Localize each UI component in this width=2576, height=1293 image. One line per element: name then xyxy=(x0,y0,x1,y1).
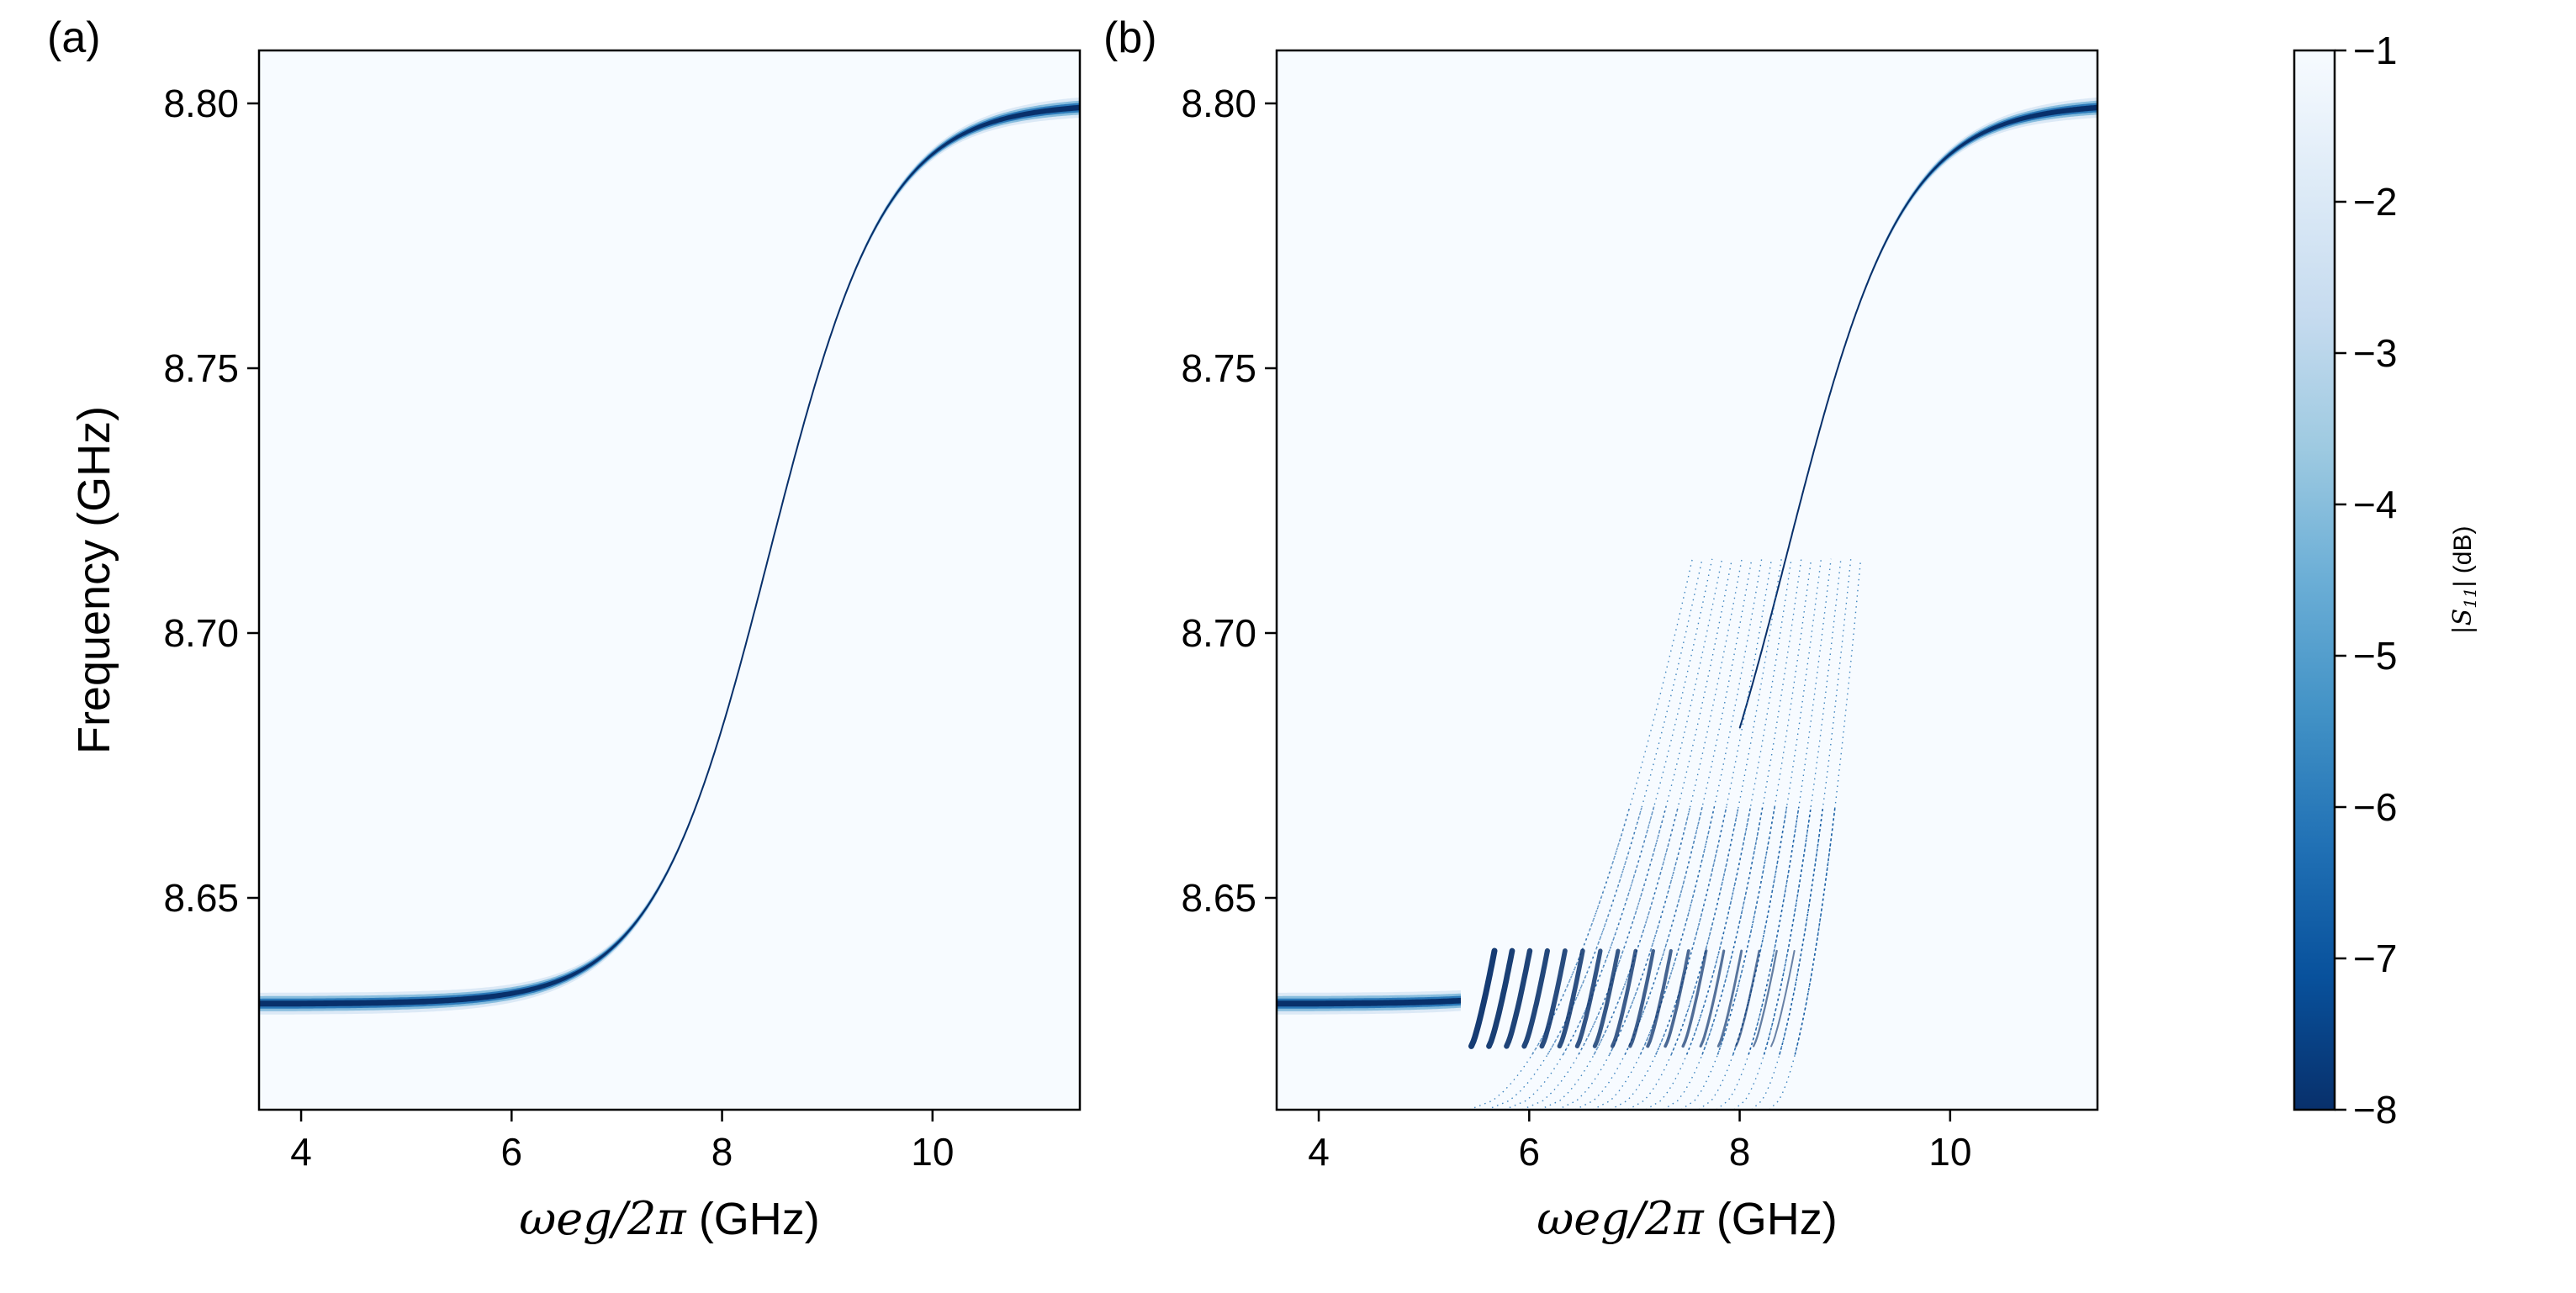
panel-b-fringe-mid-16 xyxy=(1779,806,1824,1055)
panel-b-fringe-lobe-0 xyxy=(1468,947,1498,1049)
panel-a-x-ticks: 4 6 8 10 xyxy=(290,1110,954,1174)
panel-b-fringe-lobe-6 xyxy=(1574,948,1603,1049)
colorbar-tick-label-4: −5 xyxy=(2353,634,2397,678)
panel-b-fringe-lobe-5 xyxy=(1557,948,1585,1049)
panel-b-fringe-mid-4 xyxy=(1593,806,1679,1055)
panel-b-fringe-mid-15 xyxy=(1763,806,1812,1055)
panel-b-fringe-lobe-17 xyxy=(1770,950,1796,1048)
panel-a-x-axis-label: ωeg/2π (GHz) xyxy=(519,1192,820,1245)
colorbar-tick-label-0: −1 xyxy=(2353,29,2397,72)
panel-a-x-tick-label-1: 6 xyxy=(501,1130,523,1174)
panel-b-fringe-lobe-13 xyxy=(1699,949,1726,1048)
panel-b-fringe-lobe-15 xyxy=(1734,949,1760,1048)
colorbar-label: |S11| (dB) xyxy=(2448,526,2480,635)
panel-b-fringe-mid-7 xyxy=(1639,806,1716,1055)
panel-b-fringe-mid-12 xyxy=(1716,806,1775,1055)
panel-b-x-tick-label-3: 10 xyxy=(1928,1130,1971,1174)
panel-b-upper-resonance-centerline xyxy=(1738,107,2098,729)
panel-a-x-tick-label-2: 8 xyxy=(711,1130,733,1174)
colorbar-ticks: −1 −2 −3 −4 −5 −6 −7 −8 xyxy=(2335,29,2397,1132)
panel-b-fringe-0 xyxy=(1468,558,1693,1111)
panel-a-x-tick-label-3: 10 xyxy=(911,1130,954,1174)
panel-b-fringe-mid-11 xyxy=(1701,806,1764,1055)
panel-b-fringe-lobe-8 xyxy=(1610,948,1638,1048)
panel-b-fringe-lobe-2 xyxy=(1504,947,1533,1049)
panel-a: (a) 4 6 8 10 8.658.708.758.80 ωeg/2π (GHz) … xyxy=(47,13,1082,1245)
colorbar-tick-label-6: −7 xyxy=(2353,937,2397,980)
panel-b-fringe-lobe-3 xyxy=(1521,947,1550,1049)
colorbar-tick-label-1: −2 xyxy=(2353,180,2397,224)
panel-b-background xyxy=(1277,50,2097,1110)
panel-b-y-tick-label-0: 8.65 xyxy=(1181,876,1256,920)
colorbar-tick-label-3: −4 xyxy=(2353,483,2397,526)
panel-b-y-tick-label-2: 8.75 xyxy=(1181,346,1256,390)
colorbar-tick-label-2: −3 xyxy=(2353,331,2397,375)
panel-b-fringe-lobe-9 xyxy=(1628,948,1655,1048)
panel-a-frame xyxy=(257,49,1082,1111)
panel-b-fringe-lobe-7 xyxy=(1592,948,1621,1048)
panel-b-fringe-mid-5 xyxy=(1608,806,1691,1055)
panel-a-y-ticks: 8.65 8.70 8.75 8.80 xyxy=(163,82,259,920)
panel-b-x-tick-label-0: 4 xyxy=(1308,1130,1330,1174)
panel-b-y-ticks: 8.65 8.70 8.75 8.80 xyxy=(1181,82,1277,920)
panel-b-fringe-lobe-10 xyxy=(1646,948,1673,1048)
colorbar-gradient xyxy=(2293,49,2336,1111)
panel-b-fringe-mid-14 xyxy=(1748,806,1800,1055)
panel-b-resonance-curve xyxy=(1277,97,2098,1015)
panel-b-y-tick-label-3: 8.80 xyxy=(1181,82,1256,125)
panel-b-x-ticks: 4 6 8 10 xyxy=(1308,1110,1971,1174)
panel-b-fringe-mid-2 xyxy=(1562,806,1655,1055)
panel-b-fringe-mid-17 xyxy=(1794,806,1836,1055)
panel-b-fringe-14 xyxy=(1716,558,1832,1111)
panel-b-fringes xyxy=(1468,558,1862,1111)
panel-b-x-tick-label-2: 8 xyxy=(1729,1130,1751,1174)
panel-b-x-tick-label-1: 6 xyxy=(1519,1130,1541,1174)
panel-a-resonance-centerline xyxy=(259,107,1081,1005)
panel-b-fringe-lobe-11 xyxy=(1664,949,1690,1048)
panel-b-fringe-mid-6 xyxy=(1624,806,1703,1055)
panel-a-y-tick-label-0: 8.65 xyxy=(163,876,239,920)
colorbar-tick-label-7: −8 xyxy=(2353,1088,2397,1132)
panel-a-y-axis-label: Frequency (GHz) xyxy=(69,406,119,754)
panel-a-y-tick-label-1: 8.70 xyxy=(163,611,239,655)
panel-a-x-tick-label-0: 4 xyxy=(290,1130,312,1174)
panel-b-fringe-mid-10 xyxy=(1685,806,1752,1055)
colorbar-tick-label-5: −6 xyxy=(2353,785,2397,829)
panel-b-fringe-10 xyxy=(1645,558,1792,1111)
panel-b-fringe-17 xyxy=(1769,558,1862,1111)
panel-b-fringe-mid-13 xyxy=(1732,806,1788,1055)
panel-b-fringe-mid-0 xyxy=(1531,806,1631,1055)
panel-b-fringe-lobe-16 xyxy=(1752,949,1778,1048)
panel-b-fringe-lobe-1 xyxy=(1486,947,1515,1049)
panel-b-fringe-lobe-14 xyxy=(1716,949,1743,1048)
colorbar: −1 −2 −3 −4 −5 −6 −7 −8 |S11| (dB) xyxy=(2293,29,2480,1132)
panel-b-y-tick-label-1: 8.70 xyxy=(1181,611,1256,655)
panel-b-lower-resonance-band-3 xyxy=(1277,997,1461,1007)
panel-b-label: (b) xyxy=(1103,13,1157,62)
panel-a-background xyxy=(259,50,1080,1110)
panel-b-frame xyxy=(1275,49,2099,1111)
panel-b-fringe-lobe-12 xyxy=(1681,949,1708,1048)
panel-b-x-axis-label: ωeg/2π (GHz) xyxy=(1537,1192,1838,1245)
panel-b-fringe-mid-3 xyxy=(1578,806,1667,1055)
panel-a-label: (a) xyxy=(47,13,101,62)
panel-a-resonance-curve xyxy=(259,97,1081,1015)
panel-a-y-tick-label-3: 8.80 xyxy=(163,82,239,125)
panel-b-lower-resonance-centerline xyxy=(1277,1000,1461,1005)
panel-b-fringe-lobe-4 xyxy=(1539,948,1568,1049)
panel-b: (b) 4 6 8 10 8.65 8.70 8.75 8.80 ωeg/2π (GHz) xyxy=(1103,13,2099,1245)
panel-a-y-tick-label-2: 8.75 xyxy=(163,346,239,390)
